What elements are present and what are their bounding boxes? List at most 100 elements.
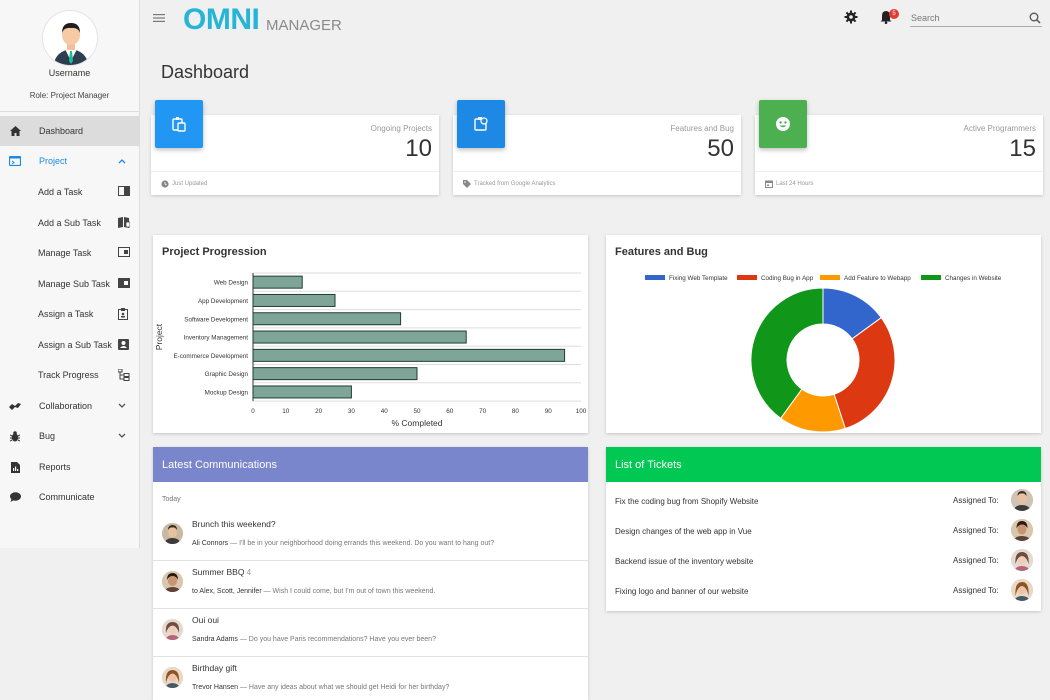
reports-icon [9,461,21,473]
message-subject: Summer BBQ 4 [192,567,251,577]
smiley-icon [759,100,807,148]
sidebar-subitem-assign-sub-task[interactable]: Assign a Sub Task [0,330,139,360]
message-preview: Sandra Adams — Do you have Paris recomme… [192,636,436,643]
chevron-up-icon [118,156,126,166]
ticket-row[interactable]: Fixing logo and banner of our website As… [606,576,1041,606]
sidebar-subitem-add-sub-task[interactable]: Add a Sub Task [0,208,139,238]
sidebar-subitem-label: Manage Sub Task [38,279,110,289]
panel-title: Features and Bug [615,246,708,258]
stat-value: 50 [707,135,734,162]
sidebar-subitem-manage-task[interactable]: Manage Task [0,238,139,268]
tick-label: 20 [315,408,323,415]
list-item[interactable]: Summer BBQ 4 to Alex, Scott, Jennifer — W… [153,561,588,609]
ticket-name: Fixing logo and banner of our website [615,587,749,596]
sidebar-subitem-add-task[interactable]: Add a Task [0,177,139,207]
message-sender: Ali Connors [192,540,229,547]
message-text: — Wish I could come, but I'm out of town… [261,588,436,595]
pie-slice [833,316,896,430]
sidebar-item-collaboration[interactable]: Collaboration [0,391,139,421]
tickets-header: List of Tickets [606,447,1041,482]
search-input[interactable] [910,9,1042,27]
avatar[interactable] [1011,579,1033,601]
sidebar-item-label: Collaboration [39,401,93,411]
stat-value: 15 [1009,135,1036,162]
ticket-row[interactable]: Fix the coding bug from Shopify Website … [606,486,1041,516]
avatar[interactable] [1011,519,1033,541]
tick-label: Software Development [184,316,248,323]
sidebar-item-bug[interactable]: Bug [0,421,139,451]
message-subject-text: Oui oui [192,615,219,625]
tick-label: 10 [282,408,290,415]
sidebar-item-label: Reports [39,462,71,472]
tick-label: 0 [251,408,255,415]
tick-label: Inventory Management [184,335,249,342]
sidebar-item-reports[interactable]: Reports [0,452,139,482]
sidebar-item-label: Communicate [39,492,95,502]
bar [252,348,566,362]
stat-card-ongoing-projects: Ongoing Projects 10 Just Updated [151,100,439,195]
tag-icon [463,179,471,188]
menu-icon[interactable] [153,12,165,22]
panel-title: Project Progression [162,246,267,258]
ticket-row[interactable]: Design changes of the web app in Vue Ass… [606,516,1041,546]
assigned-label: Assigned To: [953,496,999,505]
sidebar-subitem-label: Manage Task [38,248,92,258]
tick-label: 30 [348,408,356,415]
chevron-down-icon [118,401,126,411]
card-filled-icon [118,278,130,290]
card-icon [118,247,130,259]
avatar[interactable] [1011,489,1033,511]
bar [252,385,352,399]
sidebar-item-project[interactable]: Project [0,146,139,176]
app-logo: OMNI [183,3,260,36]
avatar[interactable] [1011,549,1033,571]
tick-label: 70 [479,408,487,415]
message-subject: Oui oui [192,615,219,625]
gear-icon[interactable] [844,10,858,24]
bar [252,275,303,289]
projects-icon [155,100,203,148]
list-item[interactable]: Birthday gift Trevor Hansen — Have any i… [153,657,588,700]
tick-label: E-commerce Development [173,353,248,360]
message-preview: Ali Connors — I'll be in your neighborho… [192,540,494,547]
home-icon [9,125,21,137]
list-item[interactable]: Oui oui Sandra Adams — Do you have Paris… [153,609,588,657]
add-feature-icon [457,100,505,148]
sidebar-subitem-track-progress[interactable]: Track Progress [0,360,139,390]
avatar [162,571,183,592]
stat-label: Ongoing Projects [370,124,432,133]
stat-footer-text: Tracked from Google Analytics [474,180,556,187]
legend-swatch [820,275,840,280]
sidebar-item-dashboard[interactable]: Dashboard [0,116,139,146]
sidebar-item-label: Bug [39,431,56,441]
tick-label: 100 [576,408,587,415]
list-item[interactable]: Brunch this weekend? Ali Connors — I'll … [153,513,588,561]
legend-swatch [645,275,665,280]
tick-label: Mockup Design [205,389,249,396]
books-icon [118,217,131,229]
avatar [162,667,183,688]
project-icon [9,155,21,167]
username: Username [48,68,91,78]
bar [252,312,402,326]
tick-label: 50 [413,408,421,415]
project-progression-chart: Web Design App Development Software Develo… [154,272,587,428]
search-icon[interactable] [1029,12,1041,24]
user-avatar[interactable] [42,10,98,66]
sidebar-item-communicate[interactable]: Communicate [0,482,139,512]
stat-label: Features and Bug [670,124,734,133]
book-icon [118,186,130,198]
bell-icon[interactable] [879,10,893,25]
sidebar-subitem-manage-sub-task[interactable]: Manage Sub Task [0,269,139,299]
sidebar-subitem-assign-task[interactable]: Assign a Task [0,299,139,329]
sidebar-subitem-label: Add a Task [38,187,83,197]
communications-panel: Latest Communications Today Brunch this … [153,447,588,700]
legend-swatch [737,275,757,280]
ticket-row[interactable]: Backend issue of the inventory website A… [606,546,1041,576]
legend-label: Fixing Web Template [669,275,728,282]
tick-label: 40 [381,408,389,415]
sidebar-subitem-label: Assign a Task [38,309,94,319]
sidebar-item-label: Dashboard [39,126,84,136]
pie-slice [750,287,824,419]
contact-icon [118,339,130,351]
